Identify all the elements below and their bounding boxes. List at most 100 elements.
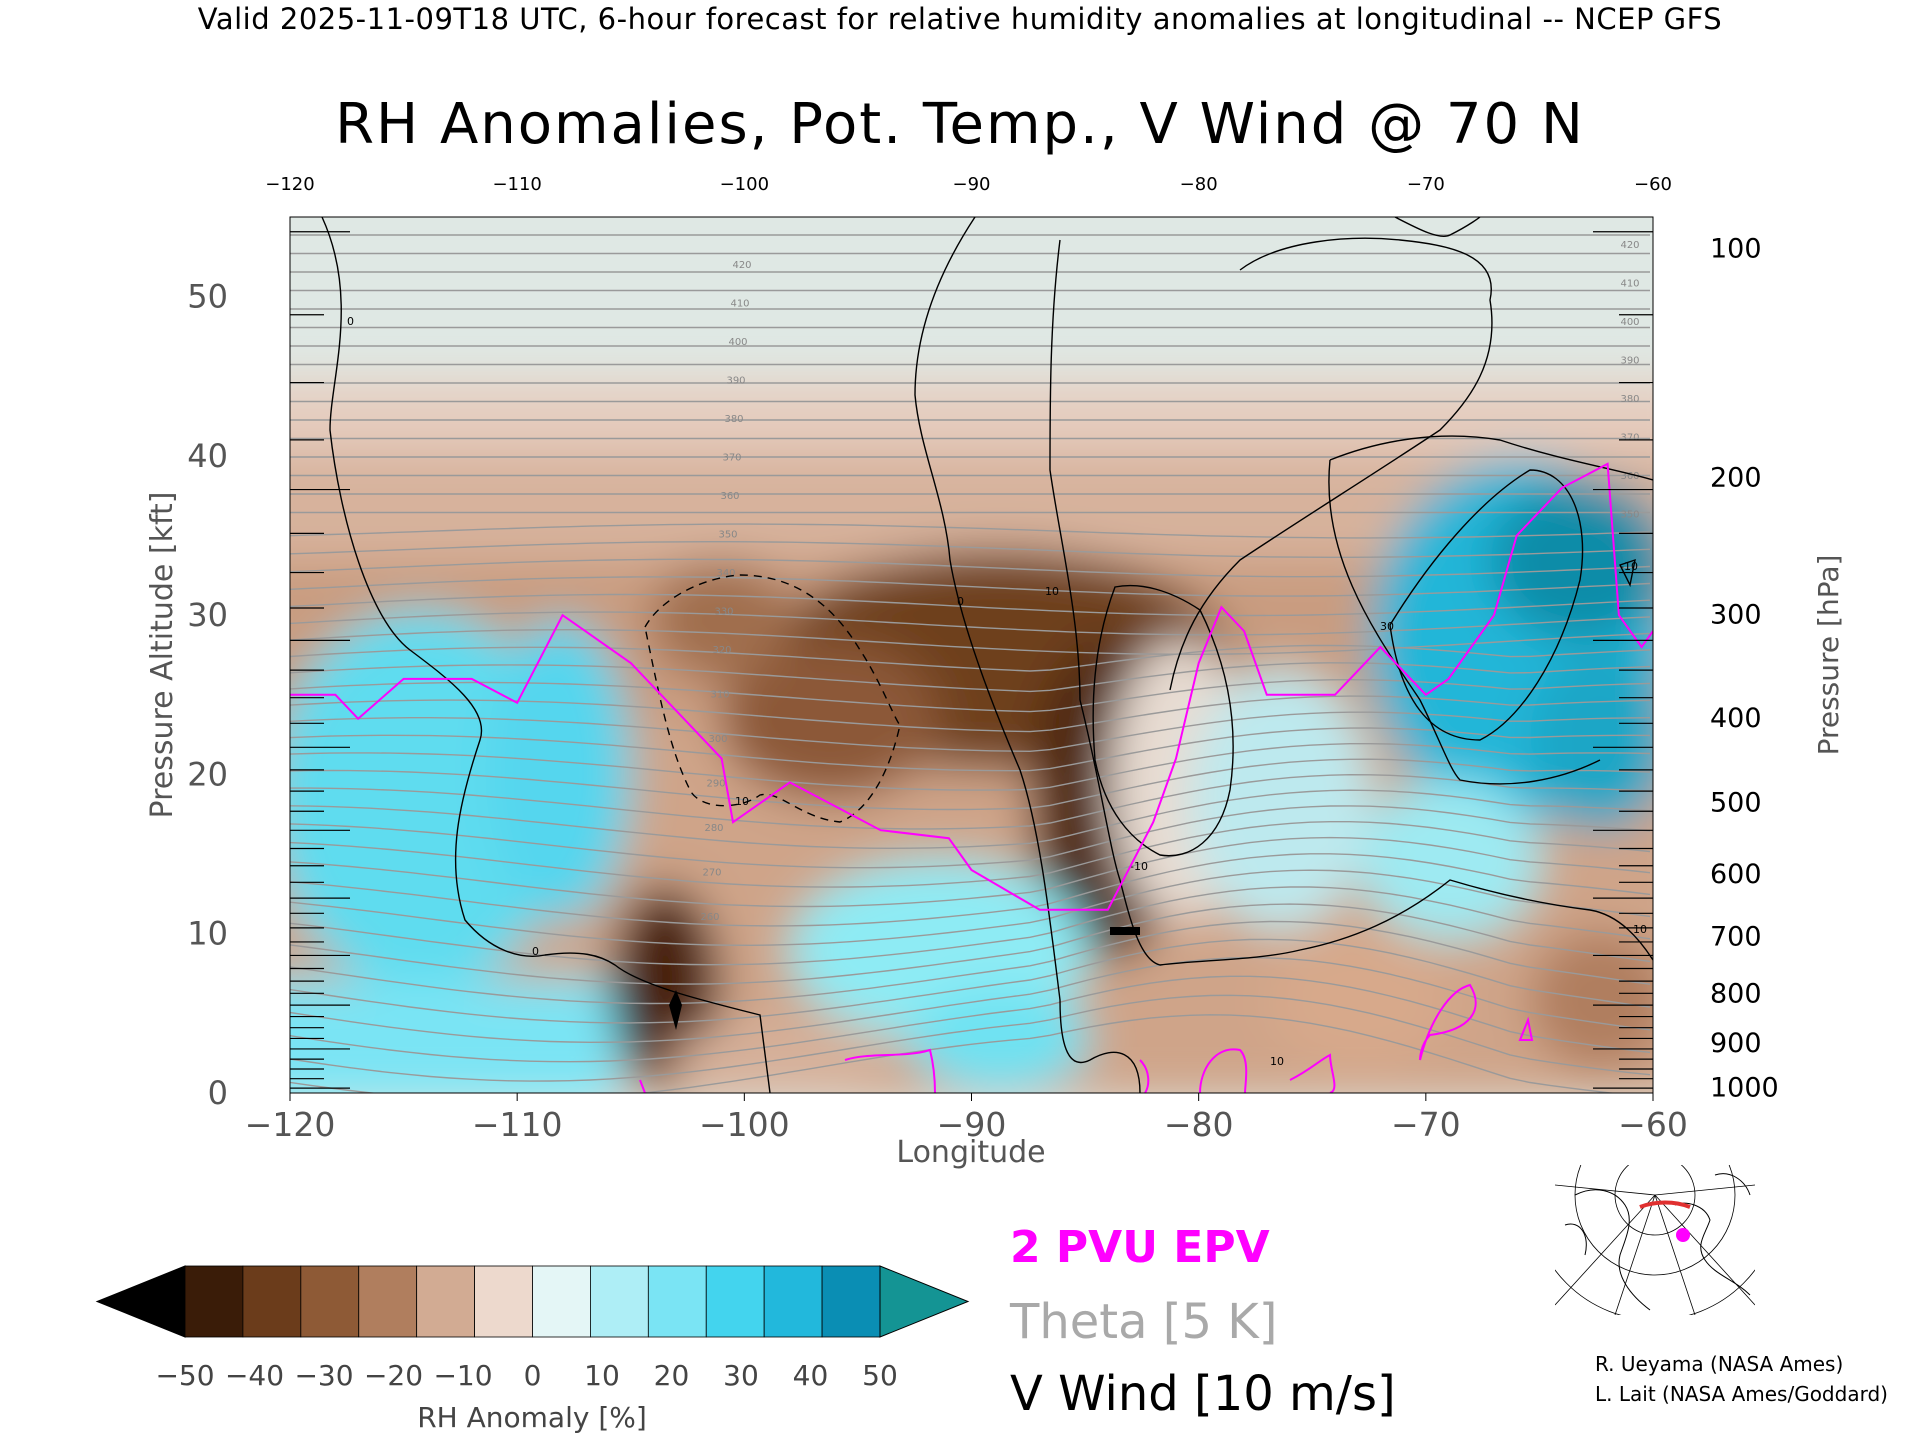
theta-contour-label: 400 (1620, 317, 1639, 328)
legend-v-wind: V Wind [10 m/s] (1010, 1366, 1396, 1422)
pressure-tick-label: 200 (1710, 463, 1762, 494)
v-wind-contour-dashed (644, 574, 901, 823)
y-axis-right: 100 200 300 400 500 600 700 800 900 1000 (1710, 233, 1779, 1103)
x-axis-label: Longitude (896, 1135, 1045, 1170)
v-wind-contour-east-lower (1328, 459, 1601, 785)
rh-anomaly-field (290, 380, 1653, 1093)
colorbar-box (532, 1265, 591, 1338)
v-wind-contour-label: 10 (1045, 585, 1059, 598)
pressure-tick-label: 1000 (1710, 1073, 1779, 1104)
epv-2pvu-line (290, 462, 1653, 911)
x-tick-label: −80 (1164, 1105, 1234, 1144)
rh-minimum-marker (1110, 927, 1140, 935)
x-top-tick-label: −120 (265, 174, 314, 195)
colorbar: −50 −40 −30 −20 −10 0 10 20 30 40 50 (95, 1265, 970, 1392)
colorbar-tick-label: 20 (654, 1359, 690, 1392)
v-wind-contour-30-jet (1389, 469, 1584, 741)
colorbar-tick-label: 0 (524, 1359, 542, 1392)
theta-contour-label: 360 (720, 491, 739, 502)
colorbar-tick-label: −30 (294, 1359, 353, 1392)
theta-contour (290, 975, 1651, 1063)
colorbar-box (184, 1265, 244, 1338)
v-wind-contour-label: 30 (1380, 620, 1394, 633)
pressure-tick-label: 800 (1710, 979, 1762, 1010)
theta-contour (290, 727, 1651, 772)
pressure-tick-label: 700 (1710, 921, 1762, 952)
theta-contour-label: 260 (700, 912, 719, 923)
theta-contour-label: 340 (716, 568, 735, 579)
v-wind-contour-label: 0 (347, 315, 354, 328)
credit-line-1: R. Ueyama (NASA Ames) (1595, 1352, 1844, 1376)
theta-contour-label: 380 (724, 414, 743, 425)
colorbar-box (647, 1265, 707, 1338)
colorbar-arrow-low (95, 1265, 186, 1338)
pressure-tick-label: 300 (1710, 600, 1762, 631)
theta-contour (290, 869, 1651, 947)
theta-contour-label: 380 (1620, 394, 1639, 405)
colorbar-tick-label: −50 (155, 1359, 214, 1392)
theta-contour-label: 350 (718, 530, 737, 541)
x-top-tick-label: −100 (720, 174, 769, 195)
pressure-tick-label: 400 (1710, 703, 1762, 734)
theta-contour-label: 410 (730, 299, 749, 310)
theta-contour-label: 360 (1620, 471, 1639, 482)
theta-contour-label: 400 (728, 337, 747, 348)
pressure-tick-marks (290, 231, 1653, 1089)
theta-contour-label: 280 (704, 823, 723, 834)
theta-contour-label: 350 (1620, 510, 1639, 521)
colorbar-tick-label: −40 (225, 1359, 284, 1392)
x-axis-bottom: −120 −110 −100 −90 −80 −70 −60 (245, 1093, 1688, 1144)
y-axis-right-label: Pressure [hPa] (1812, 555, 1845, 756)
x-axis-top: −120 −110 −100 −90 −80 −70 −60 (265, 174, 1672, 195)
rh-minimum-marker (669, 990, 682, 1030)
y-tick-label: 20 (187, 755, 228, 793)
theta-contour (290, 611, 1651, 636)
v-wind-contours: 0 0 10 10 0 10 30 -10 10 -10 (321, 217, 1653, 1093)
theta-contour (290, 541, 1651, 558)
theta-contour-label: 310 (710, 690, 729, 701)
header-text: Valid 2025-11-09T18 UTC, 6-hour forecast… (197, 2, 1723, 36)
colorbar-tick-label: 50 (862, 1359, 898, 1392)
theta-contour (290, 662, 1651, 693)
x-top-tick-label: −80 (1180, 174, 1218, 195)
theta-contour-label: 420 (1620, 240, 1639, 251)
credit-line-2: L. Lait (NASA Ames/Goddard) (1595, 1382, 1888, 1406)
pressure-tick-label: 600 (1710, 859, 1762, 890)
theta-contour-label: 300 (708, 734, 727, 745)
theta-contour (290, 789, 1651, 850)
colorbar-arrow-high (879, 1265, 970, 1338)
v-wind-contour-label: -10 (1620, 560, 1638, 573)
theta-contour-label: 320 (712, 645, 731, 656)
legend-theta: Theta [5 K] (1010, 1294, 1278, 1350)
theta-contour (290, 805, 1651, 869)
v-wind-contour-0-inner (1049, 239, 1653, 966)
v-wind-contour-closed-80 (1092, 584, 1234, 857)
colorbar-label: RH Anomaly [%] (417, 1401, 647, 1434)
colorbar-tick-label: 10 (584, 1359, 620, 1392)
x-tick-label: −90 (937, 1105, 1007, 1144)
theta-contour-label: 390 (726, 376, 745, 387)
colorbar-tick-label: 40 (793, 1359, 829, 1392)
y-tick-label: 50 (187, 278, 228, 316)
inset-map-marker (1676, 1228, 1690, 1242)
y-tick-label: 10 (187, 915, 228, 953)
x-tick-label: −110 (472, 1105, 563, 1144)
theta-contour-label: 290 (706, 779, 725, 790)
theta-contour (290, 628, 1651, 656)
theta-contour-label: 410 (1620, 279, 1639, 290)
v-wind-contour-label: 10 (1270, 1055, 1284, 1068)
theta-contour (290, 903, 1651, 985)
theta-contour (290, 523, 1651, 539)
inset-map-section-line (1639, 1200, 1691, 1209)
colorbar-box (242, 1265, 302, 1338)
theta-contour (290, 678, 1651, 713)
colorbar-box (416, 1265, 475, 1338)
x-top-tick-label: −70 (1407, 174, 1445, 195)
v-wind-contour-ne-corner (1394, 217, 1481, 237)
colorbar-box (300, 1265, 360, 1338)
theta-contour (290, 994, 1651, 1082)
theta-contour (290, 956, 1651, 1044)
pressure-tick-label: 100 (1710, 233, 1762, 264)
colorbar-box (705, 1265, 765, 1338)
